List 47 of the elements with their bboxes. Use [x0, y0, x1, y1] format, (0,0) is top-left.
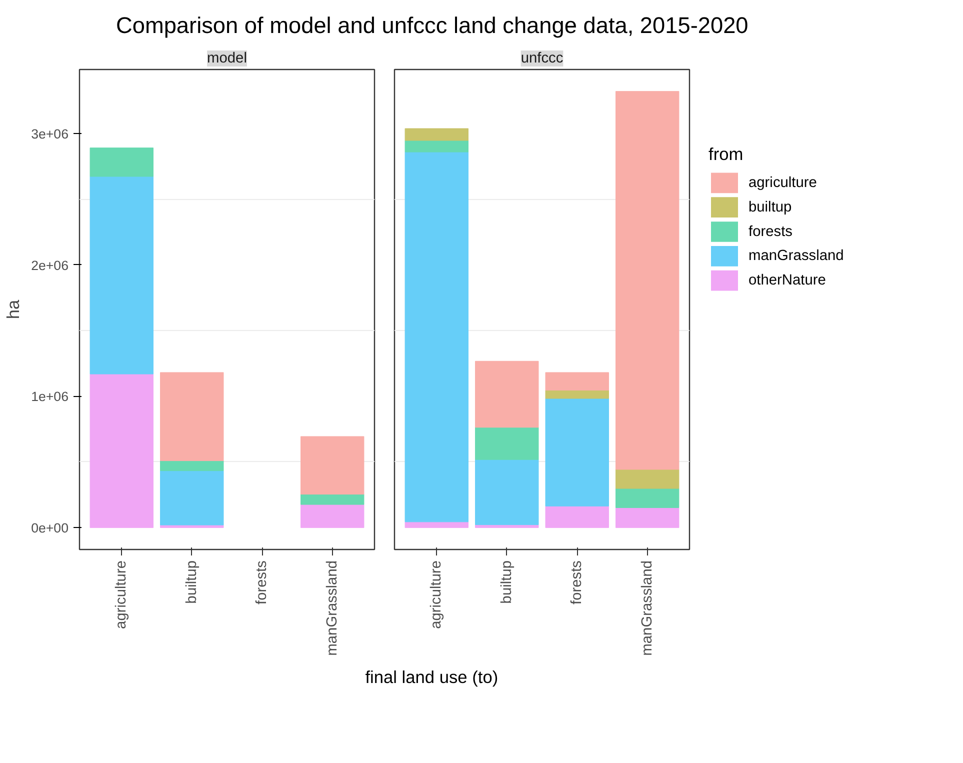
- bar: [616, 488, 680, 508]
- bar: [545, 372, 609, 390]
- x-tick-label: forests: [569, 560, 586, 604]
- bar: [475, 427, 539, 460]
- x-tick-label: manGrassland: [639, 560, 656, 656]
- bar: [545, 398, 609, 506]
- y-tick-label: 0e+00: [31, 520, 69, 536]
- bar: [90, 374, 154, 528]
- bar: [616, 91, 680, 470]
- chart-subtitle: unfccc: [520, 50, 564, 66]
- bar: [404, 128, 468, 141]
- bar: [90, 148, 154, 177]
- text: Comparison of model and unfccc land change data, 2015-2020: [116, 12, 748, 38]
- y-tick-label: 3e+06: [31, 126, 69, 142]
- x-axis-title: final land use (to): [365, 667, 498, 687]
- bar: [160, 460, 224, 472]
- legend-label: manGrassland: [748, 248, 844, 264]
- x-tick-label: agriculture: [114, 560, 130, 629]
- bar: [404, 140, 468, 152]
- bar: [160, 470, 224, 526]
- x-tick-label: manGrassland: [324, 560, 340, 656]
- bar: [160, 372, 224, 462]
- y-axis-title: ha: [3, 300, 24, 320]
- chart-subtitle: model: [207, 50, 247, 66]
- bar: [475, 360, 539, 428]
- y-tick-label: 2e+06: [31, 258, 69, 273]
- legend-label: builtup: [748, 199, 792, 216]
- legend-label: forests: [748, 224, 792, 240]
- bar: [616, 507, 680, 528]
- bar: [616, 469, 680, 489]
- x-tick-label: forests: [254, 560, 270, 604]
- legend-label: agriculture: [748, 174, 817, 191]
- bar: [300, 494, 364, 505]
- bar: [545, 390, 609, 399]
- x-tick-label: builtup: [498, 560, 515, 604]
- legend-title: from: [708, 144, 744, 164]
- bar: [404, 152, 468, 522]
- bar: [90, 176, 154, 374]
- x-tick-label: builtup: [184, 560, 200, 604]
- x-tick-label: agriculture: [428, 560, 445, 629]
- legend-label: otherNature: [748, 272, 826, 289]
- bar: [300, 436, 364, 495]
- bar: [404, 522, 468, 528]
- bar: [545, 506, 609, 528]
- bar: [475, 459, 539, 526]
- bar: [300, 504, 364, 528]
- y-tick-label: 1e+06: [31, 389, 69, 404]
